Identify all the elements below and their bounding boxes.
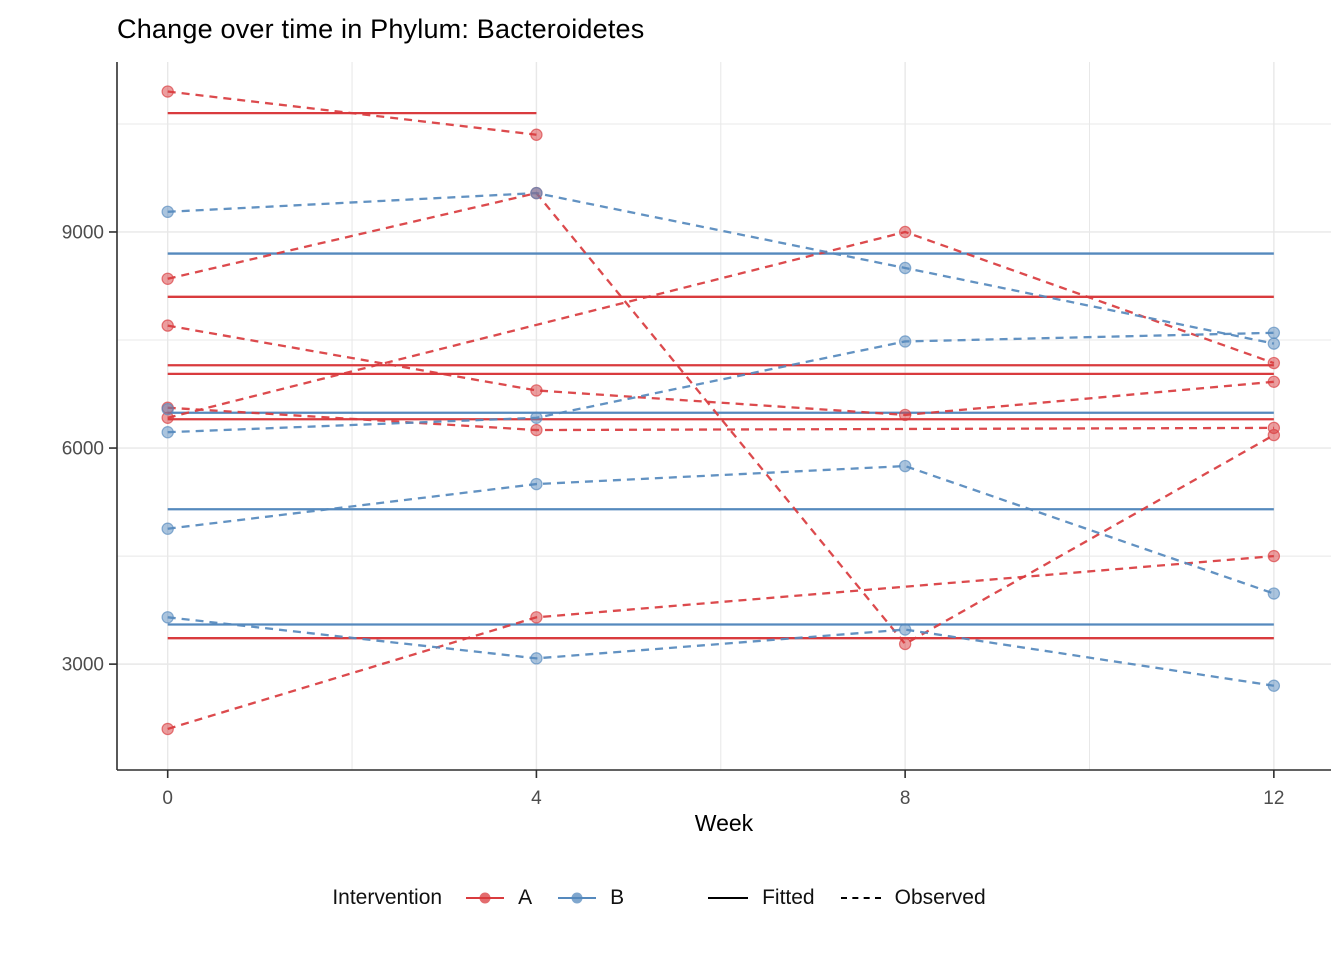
observed-line-A1 <box>167 90 537 136</box>
data-point-A2-w8 <box>898 637 912 651</box>
legend-item-b[interactable]: B <box>558 886 624 910</box>
y-tick-label: 6000 <box>62 439 104 460</box>
data-point-B2-w8 <box>898 335 912 348</box>
legend-title: Intervention <box>332 886 443 909</box>
legend-item-observed[interactable]: Observed <box>840 886 986 910</box>
data-point-B4-w8 <box>898 623 912 636</box>
data-point-B3-w4 <box>530 477 543 491</box>
x-tick-label: 8 <box>900 788 911 809</box>
legend-key-a-dot <box>479 892 491 904</box>
data-point-A3-w12 <box>1267 356 1281 370</box>
observed-line-B3 <box>167 464 1275 595</box>
data-point-B1-w12 <box>1267 337 1281 350</box>
legend-label-fitted: Fitted <box>762 886 815 909</box>
data-point-A4-w4 <box>530 384 543 397</box>
chart-canvas: 3000 6000 9000 0 4 8 12 <box>62 62 1331 809</box>
data-point-B4-w4 <box>530 652 543 665</box>
observed-line-B2 <box>167 331 1274 434</box>
data-point-A6-w0 <box>161 722 174 736</box>
x-tick-label: 0 <box>162 788 173 809</box>
data-point-B4-w12 <box>1267 679 1281 692</box>
data-point-A6-w12 <box>1267 549 1281 563</box>
x-axis-title: Week <box>694 810 754 836</box>
data-point-A5-w12 <box>1267 421 1281 435</box>
y-tick-label: 3000 <box>62 655 104 676</box>
data-point-B4-w0 <box>161 611 174 624</box>
data-point-B3-w12 <box>1267 587 1281 600</box>
x-tick-label: 12 <box>1263 788 1284 809</box>
observed-line-B1 <box>167 191 1275 345</box>
observed-line-A4 <box>167 324 1274 417</box>
data-point-B2-w0 <box>161 426 174 439</box>
data-point-A4-w0 <box>161 319 174 332</box>
data-point-B1-w0 <box>161 205 174 219</box>
legend-item-fitted[interactable]: Fitted <box>708 886 815 910</box>
data-point-B1-w8 <box>898 261 912 275</box>
x-tick-label: 4 <box>531 788 542 809</box>
data-point-A1-w0 <box>161 85 174 98</box>
legend-label-a: A <box>518 886 533 909</box>
observed-line-B4 <box>167 616 1275 687</box>
legend: Intervention A B Fitted Observed <box>0 886 1344 910</box>
data-point-B2-w4 <box>530 411 543 425</box>
legend-key-b-dot <box>571 892 583 904</box>
data-point-A5-w4 <box>530 423 543 437</box>
data-point-B5-w0 <box>161 402 174 416</box>
data-point-A4-w12 <box>1267 375 1281 388</box>
data-point-B3-w0 <box>161 522 174 535</box>
dashed-line-icon <box>840 897 881 899</box>
legend-label-b: B <box>610 886 625 909</box>
data-point-A6-w4 <box>530 611 543 624</box>
data-point-B1-w4 <box>530 186 543 200</box>
observed-line-A2 <box>167 191 1275 646</box>
data-point-A3-w8 <box>898 225 912 239</box>
y-tick-label: 9000 <box>62 222 104 243</box>
chart-title: Change over time in Phylum: Bacteroidete… <box>117 14 645 44</box>
solid-line-icon <box>708 897 749 899</box>
data-point-A1-w4 <box>530 128 543 141</box>
legend-label-observed: Observed <box>894 886 986 909</box>
data-point-B2-w12 <box>1267 326 1281 340</box>
legend-key-a-icon <box>466 891 505 905</box>
data-point-A4-w8 <box>898 408 912 422</box>
data-point-B3-w8 <box>898 459 912 473</box>
legend-key-b-icon <box>558 891 597 905</box>
legend-item-a[interactable]: A <box>466 886 532 910</box>
data-point-A2-w0 <box>161 272 174 285</box>
